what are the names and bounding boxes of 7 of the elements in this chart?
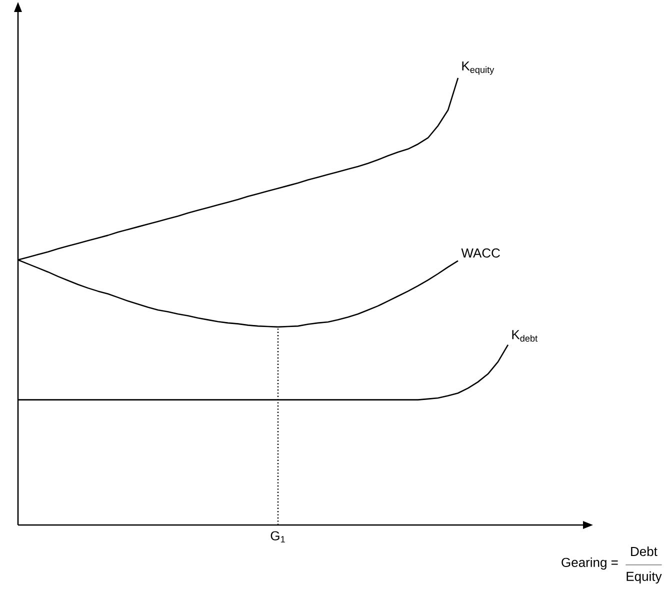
series-label: WACC: [461, 248, 500, 258]
x-axis-title: Gearing =: [562, 557, 618, 570]
series-label: K$_{equity}$: [462, 61, 494, 75]
text: G$_{1}$: [270, 531, 285, 542]
series-label: K$_{debt}$: [512, 330, 538, 342]
text: Debt: [631, 546, 658, 556]
text: Equity: [626, 571, 662, 584]
